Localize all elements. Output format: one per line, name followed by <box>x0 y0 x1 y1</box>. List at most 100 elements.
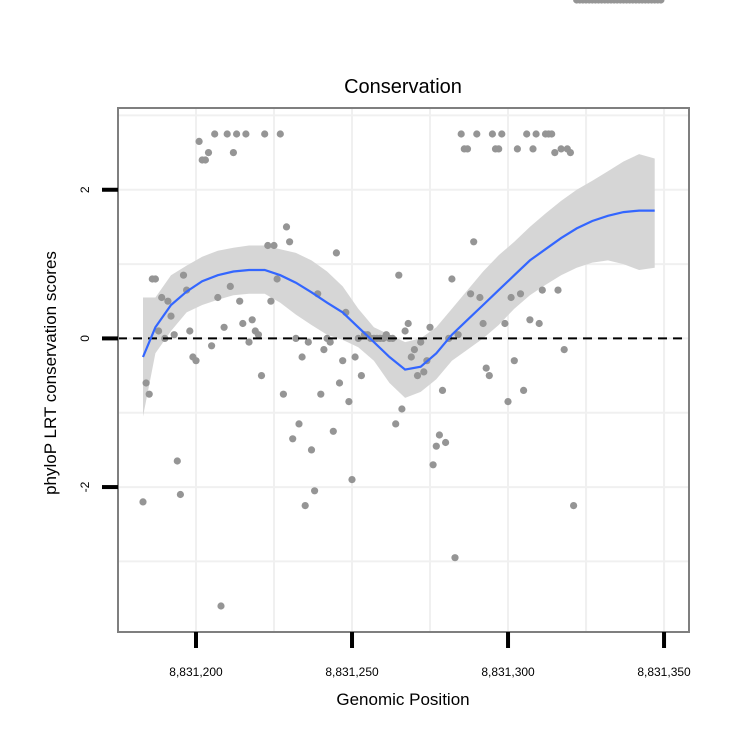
data-point <box>211 130 219 138</box>
data-point <box>438 386 447 394</box>
data-point <box>470 238 478 246</box>
data-point <box>270 241 278 250</box>
data-point <box>432 442 440 450</box>
data-point <box>551 149 559 157</box>
data-point <box>435 431 443 439</box>
data-point <box>566 149 575 157</box>
data-point <box>485 372 493 380</box>
x-axis: 8,831,200 8,831,250 8,831,300 8,831,350 <box>169 632 691 679</box>
data-point <box>348 476 356 484</box>
data-point <box>463 145 472 153</box>
data-point <box>516 290 525 298</box>
data-point <box>557 145 565 153</box>
data-point <box>158 293 166 302</box>
data-point <box>345 398 353 406</box>
data-point <box>410 346 418 354</box>
data-point <box>145 390 153 398</box>
data-point <box>264 241 272 250</box>
data-point <box>401 327 409 335</box>
data-point <box>457 130 465 138</box>
data-point <box>214 293 222 302</box>
data-point <box>282 223 291 231</box>
y-axis: -2 0 2 <box>78 186 118 492</box>
data-point <box>301 502 309 510</box>
data-point <box>507 293 515 302</box>
data-point <box>320 346 328 354</box>
data-point <box>488 130 496 138</box>
smooth-line-layer <box>141 209 655 371</box>
data-point <box>279 390 287 398</box>
data-point <box>276 130 284 138</box>
data-point <box>245 338 253 346</box>
data-point <box>482 364 490 372</box>
data-point <box>307 446 316 454</box>
data-point <box>292 334 300 342</box>
data-point <box>513 145 522 153</box>
data-point <box>242 130 250 138</box>
data-point <box>520 386 528 394</box>
data-point <box>236 297 244 305</box>
data-point <box>501 319 509 328</box>
data-point <box>317 390 325 398</box>
data-point <box>495 145 503 153</box>
data-point <box>538 286 546 294</box>
data-point <box>407 353 415 361</box>
data-point <box>429 461 437 469</box>
smooth-ribbon-layer <box>143 154 655 417</box>
y-tick-label: -2 <box>78 481 92 492</box>
data-point <box>298 353 306 361</box>
data-point <box>326 338 334 346</box>
data-point <box>560 346 568 354</box>
data-point <box>570 502 578 510</box>
data-point <box>151 275 159 283</box>
data-point <box>392 420 400 428</box>
x-tick-label: 8,831,250 <box>325 665 379 679</box>
data-point <box>155 327 163 335</box>
data-point <box>395 271 403 279</box>
data-point <box>404 319 412 328</box>
scatter-points <box>139 0 665 610</box>
x-tick-label: 8,831,350 <box>637 665 691 679</box>
plot-panel-border <box>117 107 690 633</box>
data-point <box>535 319 543 328</box>
x-tick-label: 8,831,200 <box>169 665 223 679</box>
smooth-trend-line <box>141 209 655 371</box>
data-point <box>473 130 481 138</box>
data-point <box>311 487 319 495</box>
chart-title: Conservation <box>344 76 462 98</box>
data-point <box>417 338 425 346</box>
data-point <box>217 602 225 610</box>
y-tick-label: 2 <box>78 186 92 193</box>
data-point <box>233 130 241 138</box>
data-point <box>526 316 534 324</box>
data-point <box>139 498 147 506</box>
data-point <box>173 457 181 465</box>
data-point <box>226 282 234 290</box>
y-axis-label: phyloP LRT conservation scores <box>41 251 60 495</box>
data-point <box>164 297 172 305</box>
data-point <box>289 435 297 443</box>
data-point <box>532 130 540 138</box>
data-point <box>523 130 531 138</box>
data-point <box>657 0 665 4</box>
data-point <box>223 130 231 138</box>
data-point <box>261 130 269 138</box>
data-point <box>170 331 178 339</box>
data-point <box>498 130 506 138</box>
data-point <box>257 372 266 380</box>
data-point <box>195 137 203 145</box>
data-point <box>420 368 428 376</box>
data-point <box>332 249 340 257</box>
data-point <box>451 554 459 562</box>
data-point <box>548 130 556 138</box>
data-point <box>208 342 216 350</box>
data-point <box>476 293 484 302</box>
data-point <box>267 297 275 305</box>
data-point <box>254 331 262 339</box>
data-point <box>504 398 512 406</box>
data-point <box>398 405 406 413</box>
data-point <box>426 323 434 331</box>
data-point <box>186 327 194 335</box>
data-point <box>192 357 200 365</box>
